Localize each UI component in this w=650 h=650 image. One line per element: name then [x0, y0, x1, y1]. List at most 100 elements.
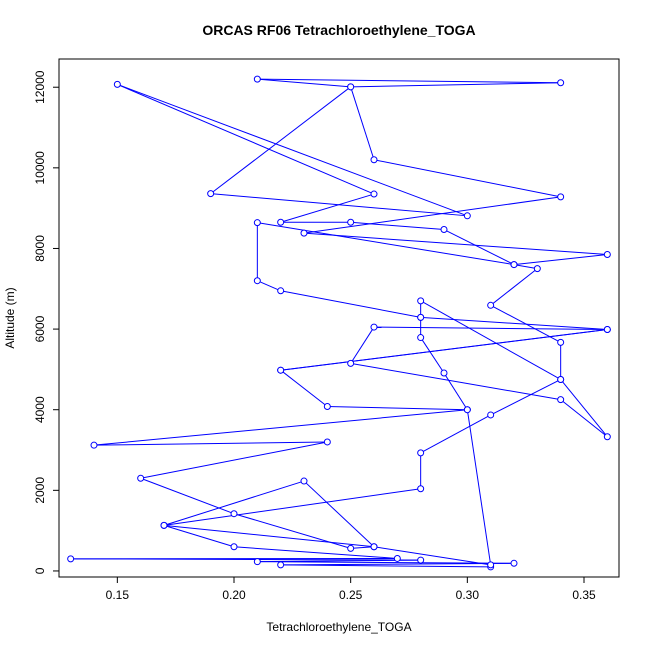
data-point — [300, 229, 308, 237]
series-segment — [513, 264, 538, 270]
data-point — [300, 477, 308, 485]
series-segment — [163, 488, 421, 526]
y-tick-label: 4000 — [33, 396, 47, 423]
x-tick-label: 0.30 — [456, 588, 480, 602]
y-tick-label: 0 — [33, 567, 47, 574]
data-point — [510, 559, 518, 567]
data-point — [557, 396, 565, 404]
data-point — [370, 543, 378, 551]
data-point — [277, 366, 285, 374]
series-segment — [280, 193, 375, 223]
series-segment — [257, 78, 351, 88]
data-point — [253, 277, 261, 285]
data-point — [323, 402, 331, 410]
series-segment — [280, 564, 491, 568]
x-tick-label: 0.35 — [572, 588, 596, 602]
data-point — [417, 449, 425, 457]
plot-frame — [58, 58, 620, 578]
data-point — [463, 212, 471, 220]
data-point — [417, 556, 425, 564]
data-point — [253, 558, 261, 566]
chart-title: ORCAS RF06 Tetrachloroethylene_TOGA — [202, 22, 475, 38]
data-point — [603, 433, 611, 441]
series-segment — [257, 280, 281, 292]
data-point — [487, 561, 495, 569]
data-point — [370, 323, 378, 331]
series-segment — [93, 409, 468, 446]
y-tick-label: 8000 — [33, 235, 47, 262]
data-point — [487, 301, 495, 309]
series-segment — [210, 86, 351, 195]
series-segment — [350, 546, 375, 549]
series-segment — [373, 159, 561, 198]
x-axis-label: Tetrachloroethylene_TOGA — [266, 620, 411, 634]
series-segment — [350, 82, 561, 88]
series-segment — [513, 254, 608, 266]
series-segment — [303, 232, 608, 256]
data-point — [463, 406, 471, 414]
data-point — [557, 338, 565, 346]
series-segment — [163, 524, 235, 548]
series-segment — [257, 78, 561, 84]
series-segment — [257, 561, 515, 564]
data-point — [323, 438, 331, 446]
series-segment — [280, 562, 515, 566]
data-point — [533, 265, 541, 273]
data-point — [67, 555, 75, 563]
series-segment — [373, 326, 608, 330]
data-point — [277, 287, 285, 295]
series-segment — [93, 441, 328, 446]
series-layer — [67, 75, 611, 571]
series-segment — [443, 372, 468, 410]
series-segment — [163, 524, 375, 548]
y-tick-label: 6000 — [33, 315, 47, 342]
series-segment — [420, 316, 608, 330]
data-point — [557, 79, 565, 87]
data-point — [207, 190, 215, 198]
y-tick-label: 12000 — [33, 70, 47, 104]
series-segment — [303, 196, 561, 234]
data-point — [557, 193, 565, 201]
series-segment — [420, 337, 445, 374]
data-point — [440, 369, 448, 377]
y-axis-label: Altitude (m) — [3, 287, 17, 348]
series-segment — [350, 86, 375, 160]
y-axis: 0 2000 4000 6000 8000 10000 12000 — [33, 70, 59, 574]
data-point — [510, 261, 518, 269]
series-segment — [490, 268, 538, 306]
data-point — [370, 190, 378, 198]
data-point — [90, 441, 98, 449]
data-point — [370, 156, 378, 164]
series-segment — [373, 546, 491, 566]
data-point — [113, 80, 121, 88]
data-point — [230, 543, 238, 551]
data-point — [603, 251, 611, 259]
data-point — [393, 554, 401, 562]
series-segment — [560, 399, 608, 438]
data-point — [253, 219, 261, 227]
data-point — [417, 334, 425, 342]
series-segment — [420, 414, 491, 454]
data-point — [417, 313, 425, 321]
data-point — [137, 474, 145, 482]
series-segment — [117, 83, 375, 195]
series-segment — [140, 477, 235, 515]
x-axis: 0.15 0.20 0.25 0.30 0.35 — [106, 577, 596, 602]
data-point — [160, 521, 168, 529]
series-segment — [257, 222, 515, 266]
data-point — [417, 485, 425, 493]
data-point — [417, 297, 425, 305]
data-point — [440, 226, 448, 234]
series-segment — [303, 480, 375, 548]
data-point — [277, 218, 285, 226]
x-tick-label: 0.15 — [106, 588, 130, 602]
series-segment — [443, 229, 515, 266]
data-point — [347, 218, 355, 226]
series-segment — [280, 369, 328, 407]
x-tick-label: 0.20 — [222, 588, 246, 602]
series-segment — [233, 513, 351, 549]
series-segment — [350, 362, 561, 401]
series-segment — [560, 379, 608, 438]
series-segment — [420, 300, 561, 380]
